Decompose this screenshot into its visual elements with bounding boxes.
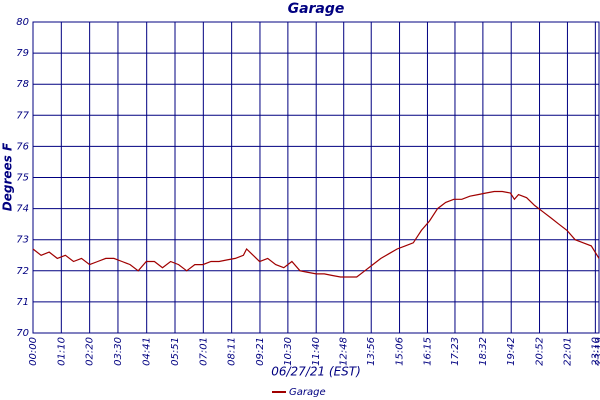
x-tick-label: 05:51: [170, 337, 181, 366]
y-tick-label: 80: [16, 17, 29, 28]
y-tick-label: 72: [16, 266, 29, 277]
data-line: [32, 190, 600, 278]
x-axis-label: 06/27/21 (EST): [271, 365, 361, 379]
y-tick-label: 73: [16, 235, 29, 246]
x-tick-label: 10:30: [283, 337, 294, 366]
x-tick-label: 18:32: [478, 337, 489, 366]
x-tick-label: 00:00: [28, 337, 39, 366]
x-tick-label: 08:11: [227, 337, 238, 366]
y-tick-label: 77: [16, 110, 29, 121]
x-tick-label: 02:20: [85, 337, 96, 366]
x-tick-label: 17:23: [450, 337, 461, 366]
x-tick-label: 09:21: [255, 337, 266, 366]
x-tick-label: 13:56: [366, 337, 377, 366]
x-tick-label: 03:30: [113, 337, 124, 366]
x-tick-label: 22:01: [562, 337, 573, 366]
y-tick-label: 78: [16, 79, 29, 90]
x-tick-label: 16:15: [422, 337, 433, 366]
x-tick-label: 15:06: [395, 337, 406, 366]
x-tick-label: 11:40: [311, 337, 322, 366]
x-tick-label: 23:19: [594, 337, 600, 366]
x-tick-label: 20:52: [535, 337, 546, 366]
x-tick-label: 01:10: [56, 337, 67, 366]
legend-label: Garage: [289, 387, 326, 398]
x-tick-label: 04:41: [142, 337, 153, 366]
y-tick-label: 74: [16, 204, 29, 215]
x-tick-label: 07:01: [198, 337, 209, 366]
y-tick-label: 71: [16, 297, 29, 308]
x-tick-label: 23:10: [590, 337, 600, 366]
x-tick-label: 12:48: [339, 337, 350, 366]
chart-title: Garage: [288, 1, 345, 17]
y-tick-label: 76: [16, 141, 29, 152]
y-axis-label: Degrees F: [1, 142, 15, 211]
y-tick-label: 70: [16, 328, 29, 339]
y-tick-label: 75: [16, 173, 29, 184]
y-tick-label: 79: [16, 48, 29, 59]
x-tick-label: 19:42: [506, 337, 517, 366]
